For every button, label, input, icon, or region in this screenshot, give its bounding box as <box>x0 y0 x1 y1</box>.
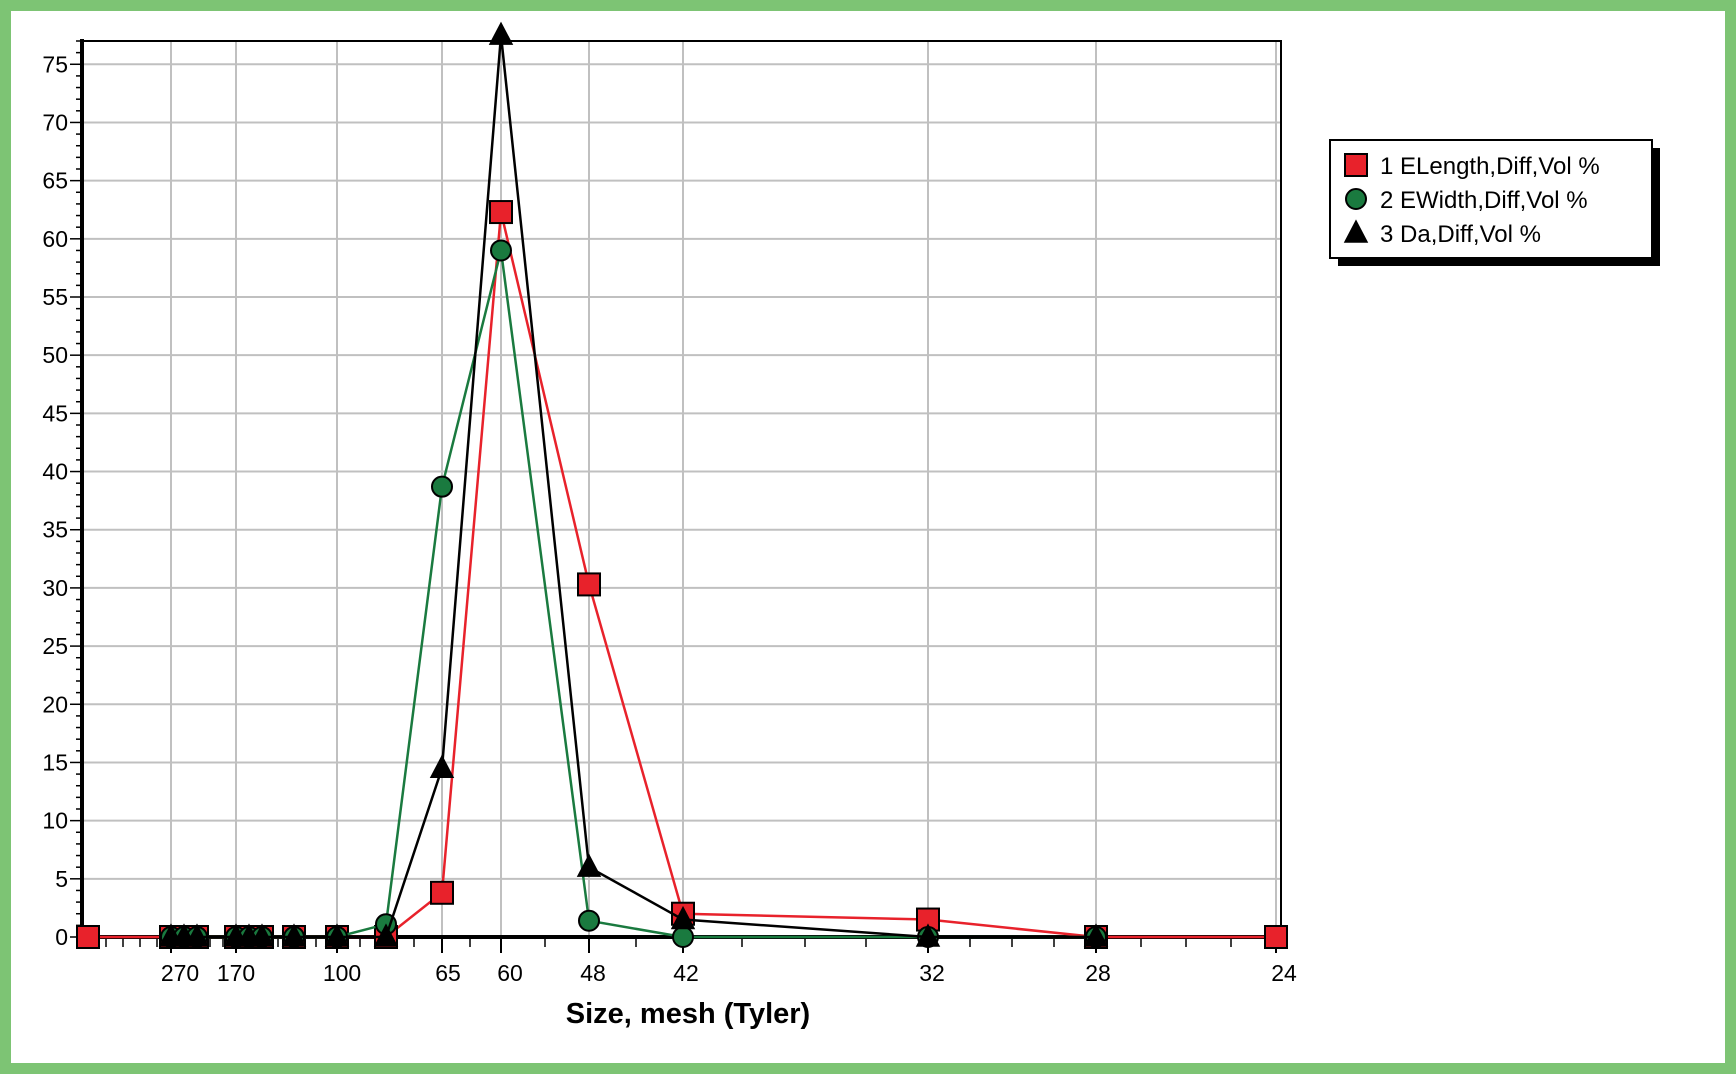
series-3 <box>158 21 1109 947</box>
y-tick-label: 65 <box>42 168 68 194</box>
data-point <box>578 909 600 932</box>
y-tick-label: 60 <box>42 226 68 252</box>
x-tick-label: 170 <box>217 960 255 986</box>
legend-entry: 1 ELength,Diff,Vol % <box>1380 153 1600 180</box>
x-tick-label: 100 <box>323 960 361 986</box>
y-tick-label: 20 <box>42 691 68 717</box>
data-point <box>429 754 455 779</box>
data-point <box>670 905 696 930</box>
data-point <box>489 200 513 225</box>
legend-marker-square <box>1344 153 1368 177</box>
x-tick-label: 32 <box>919 960 945 986</box>
y-tick-label: 10 <box>42 808 68 834</box>
legend: 1 ELength,Diff,Vol % 2 EWidth,Diff,Vol % 3… <box>1329 139 1660 266</box>
data-point <box>281 923 307 947</box>
data-point <box>576 853 602 877</box>
legend-box <box>1329 139 1653 259</box>
y-tick-label: 30 <box>42 575 68 601</box>
data-point <box>430 880 454 905</box>
y-tick-label: 5 <box>55 866 68 892</box>
series-layer <box>76 21 1288 949</box>
data-point <box>184 923 210 947</box>
plot-area <box>82 41 1281 937</box>
y-tick-label: 25 <box>42 633 68 659</box>
data-point <box>1264 925 1288 949</box>
grid <box>82 41 1281 938</box>
y-tick-label: 75 <box>42 51 68 77</box>
legend-marker-circle <box>1345 188 1367 210</box>
data-point <box>490 239 512 262</box>
y-tick-label: 45 <box>42 400 68 426</box>
y-tick-label: 15 <box>42 749 68 775</box>
legend-entry: 2 EWidth,Diff,Vol % <box>1380 187 1588 214</box>
y-tick-label: 70 <box>42 109 68 135</box>
y-tick-label: 35 <box>42 517 68 543</box>
y-tick-label: 0 <box>55 924 68 950</box>
y-tick-label: 50 <box>42 342 68 368</box>
data-point <box>577 572 601 597</box>
data-point <box>1083 923 1109 947</box>
legend-marker-triangle <box>1343 219 1369 243</box>
data-point <box>915 923 941 947</box>
data-point <box>431 475 453 498</box>
x-axis-title: Size, mesh (Tyler) <box>566 998 810 1030</box>
data-point <box>373 923 399 947</box>
x-tick-label: 60 <box>497 960 523 986</box>
data-point <box>76 925 100 949</box>
x-tick-label: 65 <box>435 960 461 986</box>
y-tick-label: 40 <box>42 459 68 485</box>
data-point <box>488 21 514 45</box>
x-tick-label: 24 <box>1271 960 1297 986</box>
y-tick-label: 55 <box>42 284 68 310</box>
data-point <box>324 923 350 947</box>
x-tick-label: 28 <box>1085 960 1111 986</box>
data-point <box>672 926 694 948</box>
legend-entry: 3 Da,Diff,Vol % <box>1380 221 1541 248</box>
x-tick-label: 42 <box>673 960 699 986</box>
data-point <box>249 923 275 947</box>
x-tick-label: 48 <box>580 960 606 986</box>
x-tick-label: 270 <box>161 960 199 986</box>
